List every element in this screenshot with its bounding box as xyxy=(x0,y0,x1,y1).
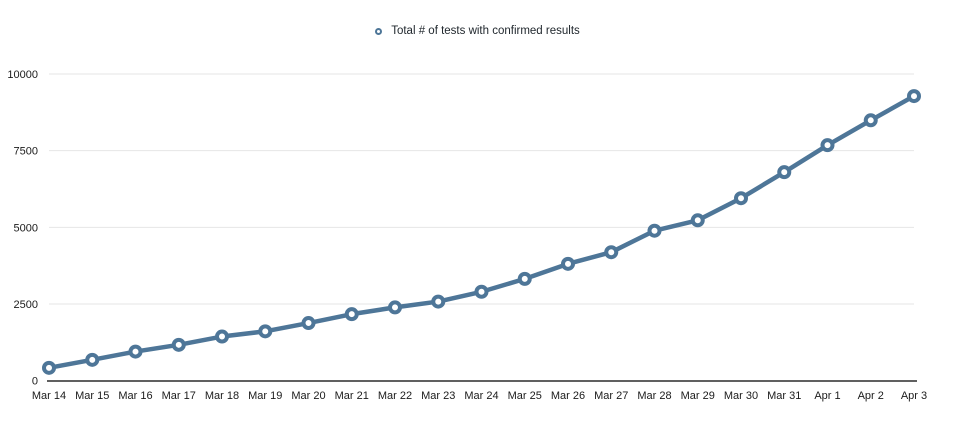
y-axis-tick-label: 5000 xyxy=(14,222,38,234)
legend-label: Total # of tests with confirmed results xyxy=(391,25,580,37)
x-axis-tick-label: Mar 26 xyxy=(551,390,585,402)
x-axis-tick-label: Mar 18 xyxy=(205,390,239,402)
data-point-marker[interactable] xyxy=(907,89,921,104)
data-point-marker[interactable] xyxy=(85,352,100,367)
legend-item-tests[interactable]: Total # of tests with confirmed results xyxy=(375,24,580,38)
data-point-marker[interactable] xyxy=(561,256,575,271)
y-axis-tick-label: 10000 xyxy=(7,69,38,81)
x-axis-tick-label: Mar 19 xyxy=(248,390,282,402)
data-point-marker[interactable] xyxy=(171,337,186,352)
x-axis-tick-label: Mar 30 xyxy=(724,390,758,402)
data-point-marker[interactable] xyxy=(42,360,56,375)
data-point-marker[interactable] xyxy=(344,307,359,322)
x-axis-tick-label: Mar 22 xyxy=(378,390,412,402)
data-point-marker[interactable] xyxy=(820,138,835,153)
legend-circle-marker-icon xyxy=(375,27,383,35)
series-line xyxy=(46,93,917,371)
data-point-marker[interactable] xyxy=(734,191,748,206)
y-axis-tick-label: 7500 xyxy=(14,146,38,158)
data-point-marker[interactable] xyxy=(690,213,705,228)
data-point-marker[interactable] xyxy=(863,113,878,128)
data-point-marker[interactable] xyxy=(301,316,316,331)
x-axis-tick-label: Mar 21 xyxy=(335,390,369,402)
x-axis-tick-label: Mar 24 xyxy=(464,390,498,402)
y-axis-tick-label: 0 xyxy=(32,376,38,388)
x-axis-tick-label: Mar 17 xyxy=(162,390,196,402)
x-axis-tick-label: Mar 29 xyxy=(681,390,715,402)
x-axis-tick-label: Mar 15 xyxy=(75,390,109,402)
x-axis-tick-label: Mar 14 xyxy=(32,390,66,402)
x-axis-tick-label: Mar 16 xyxy=(118,390,152,402)
data-point-marker[interactable] xyxy=(258,324,273,339)
x-axis-tick-label: Apr 1 xyxy=(814,390,840,402)
data-point-marker[interactable] xyxy=(517,271,532,286)
data-point-marker[interactable] xyxy=(647,223,662,238)
data-point-marker[interactable] xyxy=(474,284,489,299)
y-axis-tick-label: 2500 xyxy=(14,299,38,311)
data-point-marker[interactable] xyxy=(777,165,792,180)
data-point-marker[interactable] xyxy=(431,294,446,309)
data-point-marker[interactable] xyxy=(215,329,229,344)
x-axis-tick-label: Mar 27 xyxy=(594,390,628,402)
x-axis-tick-label: Mar 20 xyxy=(291,390,325,402)
data-point-marker[interactable] xyxy=(128,344,143,359)
legend: Total # of tests with confirmed results xyxy=(0,24,955,38)
data-point-marker[interactable] xyxy=(604,245,619,260)
data-point-marker[interactable] xyxy=(388,300,402,315)
x-axis-tick-label: Mar 25 xyxy=(508,390,542,402)
x-axis-tick-label: Apr 2 xyxy=(858,390,884,402)
x-axis-tick-label: Mar 31 xyxy=(767,390,801,402)
x-axis-tick-label: Mar 23 xyxy=(421,390,455,402)
x-axis-tick-label: Mar 28 xyxy=(637,390,671,402)
x-axis-tick-label: Apr 3 xyxy=(901,390,927,402)
